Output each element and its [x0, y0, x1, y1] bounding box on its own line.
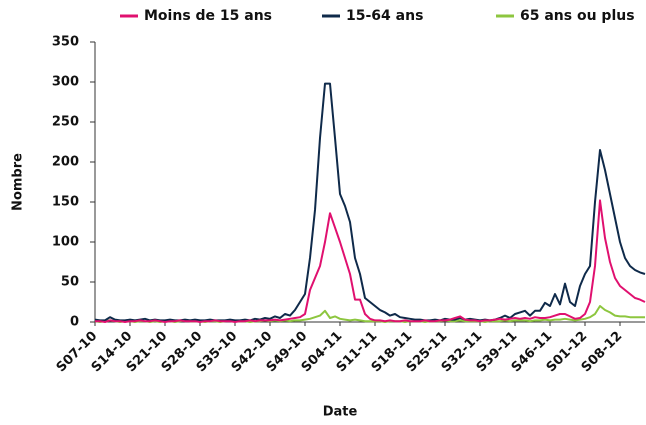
y-tick-label: 50	[61, 275, 79, 290]
y-tick-label: 150	[52, 195, 79, 210]
legend-label: Moins de 15 ans	[144, 8, 272, 24]
y-tick-label: 250	[52, 115, 79, 130]
series-line	[94, 82, 646, 322]
y-tick-label: 300	[52, 75, 79, 90]
y-tick-label: 200	[52, 155, 79, 170]
series-line	[95, 199, 646, 323]
x-axis-label: Date	[323, 405, 358, 420]
y-axis-label: Nombre	[11, 153, 26, 211]
legend-label: 65 ans ou plus	[520, 8, 635, 24]
legend-label: 15-64 ans	[346, 8, 423, 24]
y-tick-label: 100	[52, 235, 79, 250]
y-tick-label: 0	[70, 315, 79, 330]
y-tick-label: 350	[52, 35, 79, 50]
